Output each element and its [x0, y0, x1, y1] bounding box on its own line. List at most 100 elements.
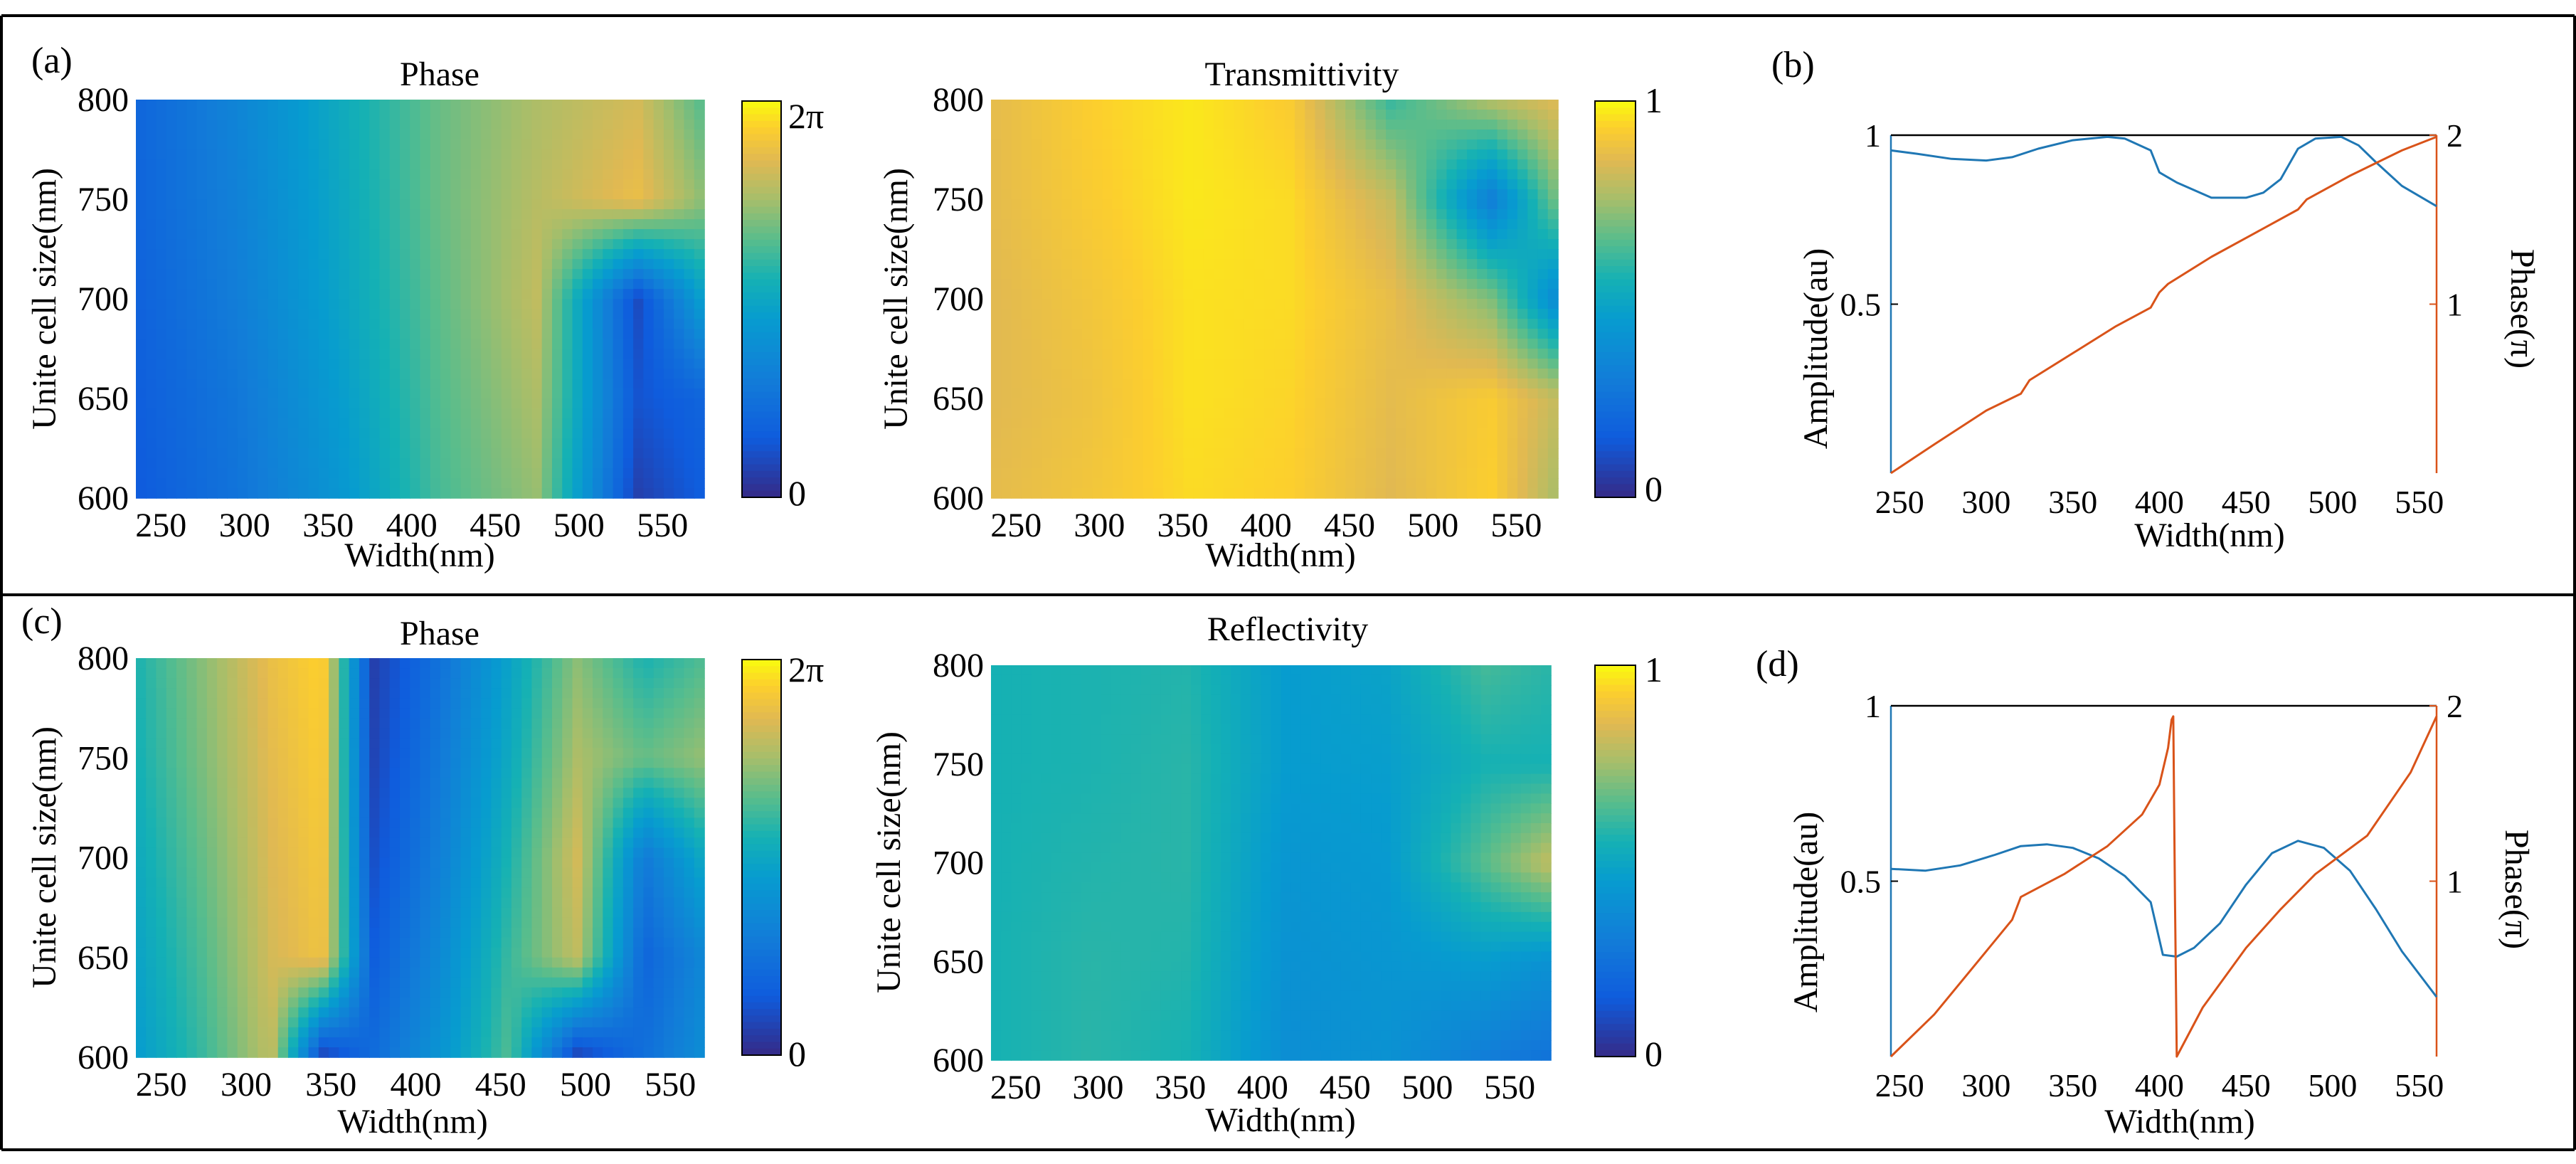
heatmap-cell — [1001, 398, 1012, 409]
heatmap-cell — [1183, 349, 1194, 359]
heatmap-cell — [1162, 349, 1174, 359]
heatmap-cell — [1193, 488, 1204, 499]
heatmap-cell — [298, 468, 309, 479]
heatmap-cell — [1051, 149, 1063, 160]
heatmap-cell — [1335, 329, 1346, 339]
heatmap-cell — [1466, 100, 1478, 110]
heatmap-cell — [663, 379, 674, 389]
heatmap-cell — [389, 309, 401, 319]
heatmap-cell — [643, 329, 654, 339]
heatmap-cell — [541, 309, 553, 319]
heatmap-cell — [237, 478, 248, 489]
heatmap-cell — [1254, 209, 1266, 220]
heatmap-cell — [277, 468, 289, 479]
heatmap-cell — [511, 189, 522, 200]
heatmap-cell — [481, 468, 492, 479]
heatmap-cell — [603, 149, 614, 160]
heatmap-cell — [1254, 329, 1266, 339]
heatmap-cell — [663, 468, 674, 479]
heatmap-cell — [1436, 139, 1448, 150]
heatmap-cell — [572, 159, 583, 170]
heatmap-cell — [1477, 388, 1488, 399]
heatmap-cell — [389, 388, 401, 399]
heatmap-cell — [572, 329, 583, 339]
heatmap-cell — [1416, 159, 1427, 170]
y-tick-label: 700 — [78, 280, 129, 318]
heatmap-cell — [460, 708, 472, 719]
heatmap-cell — [663, 329, 674, 339]
heatmap-cell — [541, 229, 553, 240]
heatmap-cell — [593, 428, 604, 439]
heatmap-cell — [531, 478, 543, 489]
heatmap-cell — [1254, 349, 1266, 359]
colorbar-segment — [742, 444, 781, 452]
heatmap-cell — [684, 478, 695, 489]
heatmap-cell — [329, 428, 340, 439]
heatmap-cell — [1466, 478, 1478, 489]
heatmap-cell — [684, 359, 695, 369]
heatmap-cell — [440, 349, 452, 359]
heatmap-cell — [1406, 289, 1417, 300]
heatmap-cell — [247, 658, 259, 669]
heatmap-cell — [1274, 139, 1286, 150]
heatmap-cell — [613, 398, 624, 409]
heatmap-cell — [1325, 488, 1336, 499]
heatmap-cell — [582, 229, 593, 240]
heatmap-cell — [593, 169, 604, 180]
heatmap-cell — [1305, 169, 1316, 180]
heatmap-cell — [511, 179, 522, 190]
heatmap-cell — [1061, 219, 1073, 230]
heatmap-cell — [622, 199, 634, 210]
heatmap-cell — [582, 179, 593, 190]
heatmap-cell — [440, 468, 452, 479]
heatmap-cell — [633, 418, 645, 429]
heatmap-cell — [521, 379, 533, 389]
heatmap-cell — [1214, 129, 1225, 140]
heatmap-cell — [521, 398, 533, 409]
heatmap-cell — [1436, 428, 1448, 439]
heatmap-cell — [206, 209, 218, 220]
heatmap-cell — [1244, 349, 1255, 359]
heatmap-cell — [1183, 110, 1194, 120]
heatmap-cell — [136, 149, 147, 160]
heatmap-cell — [258, 488, 269, 499]
heatmap-cell — [653, 279, 664, 290]
heatmap-cell — [1294, 478, 1305, 489]
heatmap-cell — [593, 279, 604, 290]
heatmap-cell — [217, 408, 228, 419]
heatmap-cell — [674, 349, 685, 359]
heatmap-cell — [643, 309, 654, 319]
heatmap-cell — [551, 219, 563, 230]
heatmap-cell — [258, 120, 269, 130]
heatmap-cell — [318, 309, 329, 319]
heatmap-cell — [501, 678, 512, 689]
heatmap-cell — [491, 448, 502, 459]
heatmap-cell — [1335, 100, 1346, 110]
heatmap-cell — [1446, 100, 1458, 110]
heatmap-cell — [359, 468, 370, 479]
heatmap-cell — [1345, 219, 1357, 230]
heatmap-cell — [501, 199, 512, 210]
heatmap-cell — [501, 388, 512, 399]
heatmap-cell — [582, 219, 593, 230]
heatmap-cell — [206, 229, 218, 240]
heatmap-cell — [389, 129, 401, 140]
heatmap-cell — [1173, 339, 1184, 349]
heatmap-cell — [521, 448, 533, 459]
heatmap-cell — [1477, 478, 1488, 489]
heatmap-cell — [1497, 199, 1508, 210]
heatmap-cell — [1143, 359, 1154, 369]
heatmap-cell — [1446, 169, 1458, 180]
heatmap-cell — [1396, 100, 1407, 110]
heatmap-cell — [694, 129, 705, 140]
heatmap-cell — [258, 319, 269, 329]
heatmap-cell — [1264, 179, 1276, 190]
heatmap-cell — [1102, 249, 1113, 260]
heatmap-cell — [1345, 349, 1357, 359]
heatmap-cell — [1051, 259, 1063, 270]
heatmap-cell — [379, 299, 391, 309]
heatmap-cell — [186, 219, 198, 230]
heatmap-cell — [1244, 179, 1255, 190]
heatmap-cell — [1315, 259, 1326, 270]
heatmap-cell — [1133, 379, 1144, 389]
